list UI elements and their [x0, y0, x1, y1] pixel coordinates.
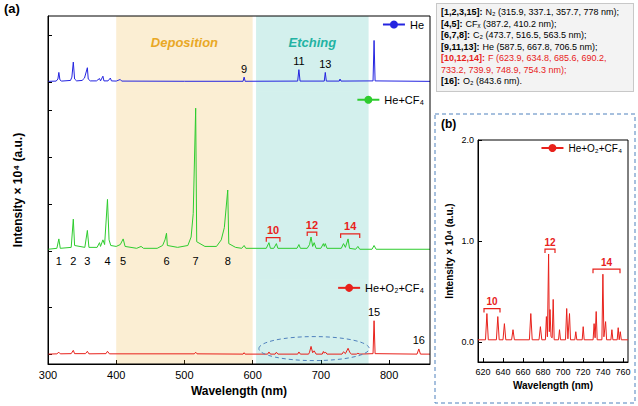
svg-text:8: 8 — [225, 255, 231, 267]
svg-text:10: 10 — [486, 296, 498, 307]
svg-text:He+O₂+CF₄: He+O₂+CF₄ — [365, 282, 424, 294]
html-text:[9,11,13]: He (587.5, 667.8, 7: [9,11,13]: He (587.5, 667.8, 706.5 nm); — [441, 41, 598, 52]
html-text:[6,7,8]: C₂ (473.7, 516.5, 563: [6,7,8]: C₂ (473.7, 516.5, 563.5 nm); — [441, 30, 587, 40]
svg-text:640: 640 — [495, 367, 510, 377]
svg-text:11: 11 — [293, 55, 304, 67]
svg-text:16: 16 — [413, 334, 425, 346]
svg-text:300: 300 — [39, 369, 57, 381]
svg-text:Wavelength (nm): Wavelength (nm) — [513, 380, 593, 391]
svg-text:5: 5 — [120, 255, 126, 267]
svg-text:12: 12 — [544, 237, 556, 248]
svg-text:740: 740 — [595, 367, 610, 377]
svg-text:13: 13 — [319, 58, 331, 70]
html-text:[1,2,3,15]: N₂ (315.9, 337.1,: [1,2,3,15]: N₂ (315.9, 337.1, 357.7, 778… — [441, 7, 620, 17]
svg-text:0.0: 0.0 — [461, 337, 474, 347]
svg-text:500: 500 — [175, 369, 193, 381]
svg-text:2: 2 — [70, 255, 76, 267]
svg-text:Intensity × 10⁴ (a.u.): Intensity × 10⁴ (a.u.) — [444, 203, 455, 298]
svg-text:He: He — [410, 19, 424, 31]
svg-text:1.0: 1.0 — [461, 236, 474, 246]
svg-text:12: 12 — [306, 219, 318, 231]
svg-text:6: 6 — [163, 255, 169, 267]
svg-text:He+O₂+CF₄: He+O₂+CF₄ — [568, 143, 622, 154]
svg-text:760: 760 — [615, 367, 630, 377]
svg-text:14: 14 — [344, 220, 357, 232]
svg-text:680: 680 — [535, 367, 550, 377]
svg-text:620: 620 — [475, 367, 490, 377]
svg-text:He+CF₄: He+CF₄ — [384, 94, 424, 106]
svg-text:400: 400 — [107, 369, 125, 381]
svg-text:7: 7 — [193, 255, 199, 267]
svg-text:700: 700 — [312, 369, 330, 381]
svg-text:4: 4 — [104, 255, 110, 267]
svg-text:2.0: 2.0 — [461, 135, 474, 145]
html-text:[4,5]: CFₓ (387.2, 410.2 nm);: [4,5]: CFₓ (387.2, 410.2 nm); — [441, 18, 557, 29]
svg-text:720: 720 — [575, 367, 590, 377]
html-text:[10,12,14]: F (623.9, 634.8, 6: [10,12,14]: F (623.9, 634.8, 685.6, 690.… — [441, 53, 607, 75]
svg-text:(b): (b) — [441, 117, 456, 131]
svg-text:14: 14 — [601, 257, 613, 268]
svg-text:9: 9 — [241, 63, 247, 75]
svg-text:660: 660 — [515, 367, 530, 377]
svg-text:15: 15 — [368, 306, 380, 318]
svg-text:Deposition: Deposition — [151, 35, 218, 50]
svg-text:800: 800 — [380, 369, 398, 381]
html-text:[16]: O₂ (843.6 nm).: [16]: O₂ (843.6 nm). — [441, 76, 522, 86]
svg-text:600: 600 — [243, 369, 261, 381]
svg-text:700: 700 — [555, 367, 570, 377]
svg-text:Intensity × 10⁴ (a.u.): Intensity × 10⁴ (a.u.) — [11, 133, 25, 247]
svg-text:(a): (a) — [4, 1, 20, 16]
svg-text:1: 1 — [56, 255, 62, 267]
svg-text:Etching: Etching — [288, 35, 336, 50]
svg-text:Wavelength (nm): Wavelength (nm) — [191, 384, 287, 398]
svg-text:3: 3 — [84, 255, 90, 267]
svg-text:10: 10 — [267, 224, 279, 236]
